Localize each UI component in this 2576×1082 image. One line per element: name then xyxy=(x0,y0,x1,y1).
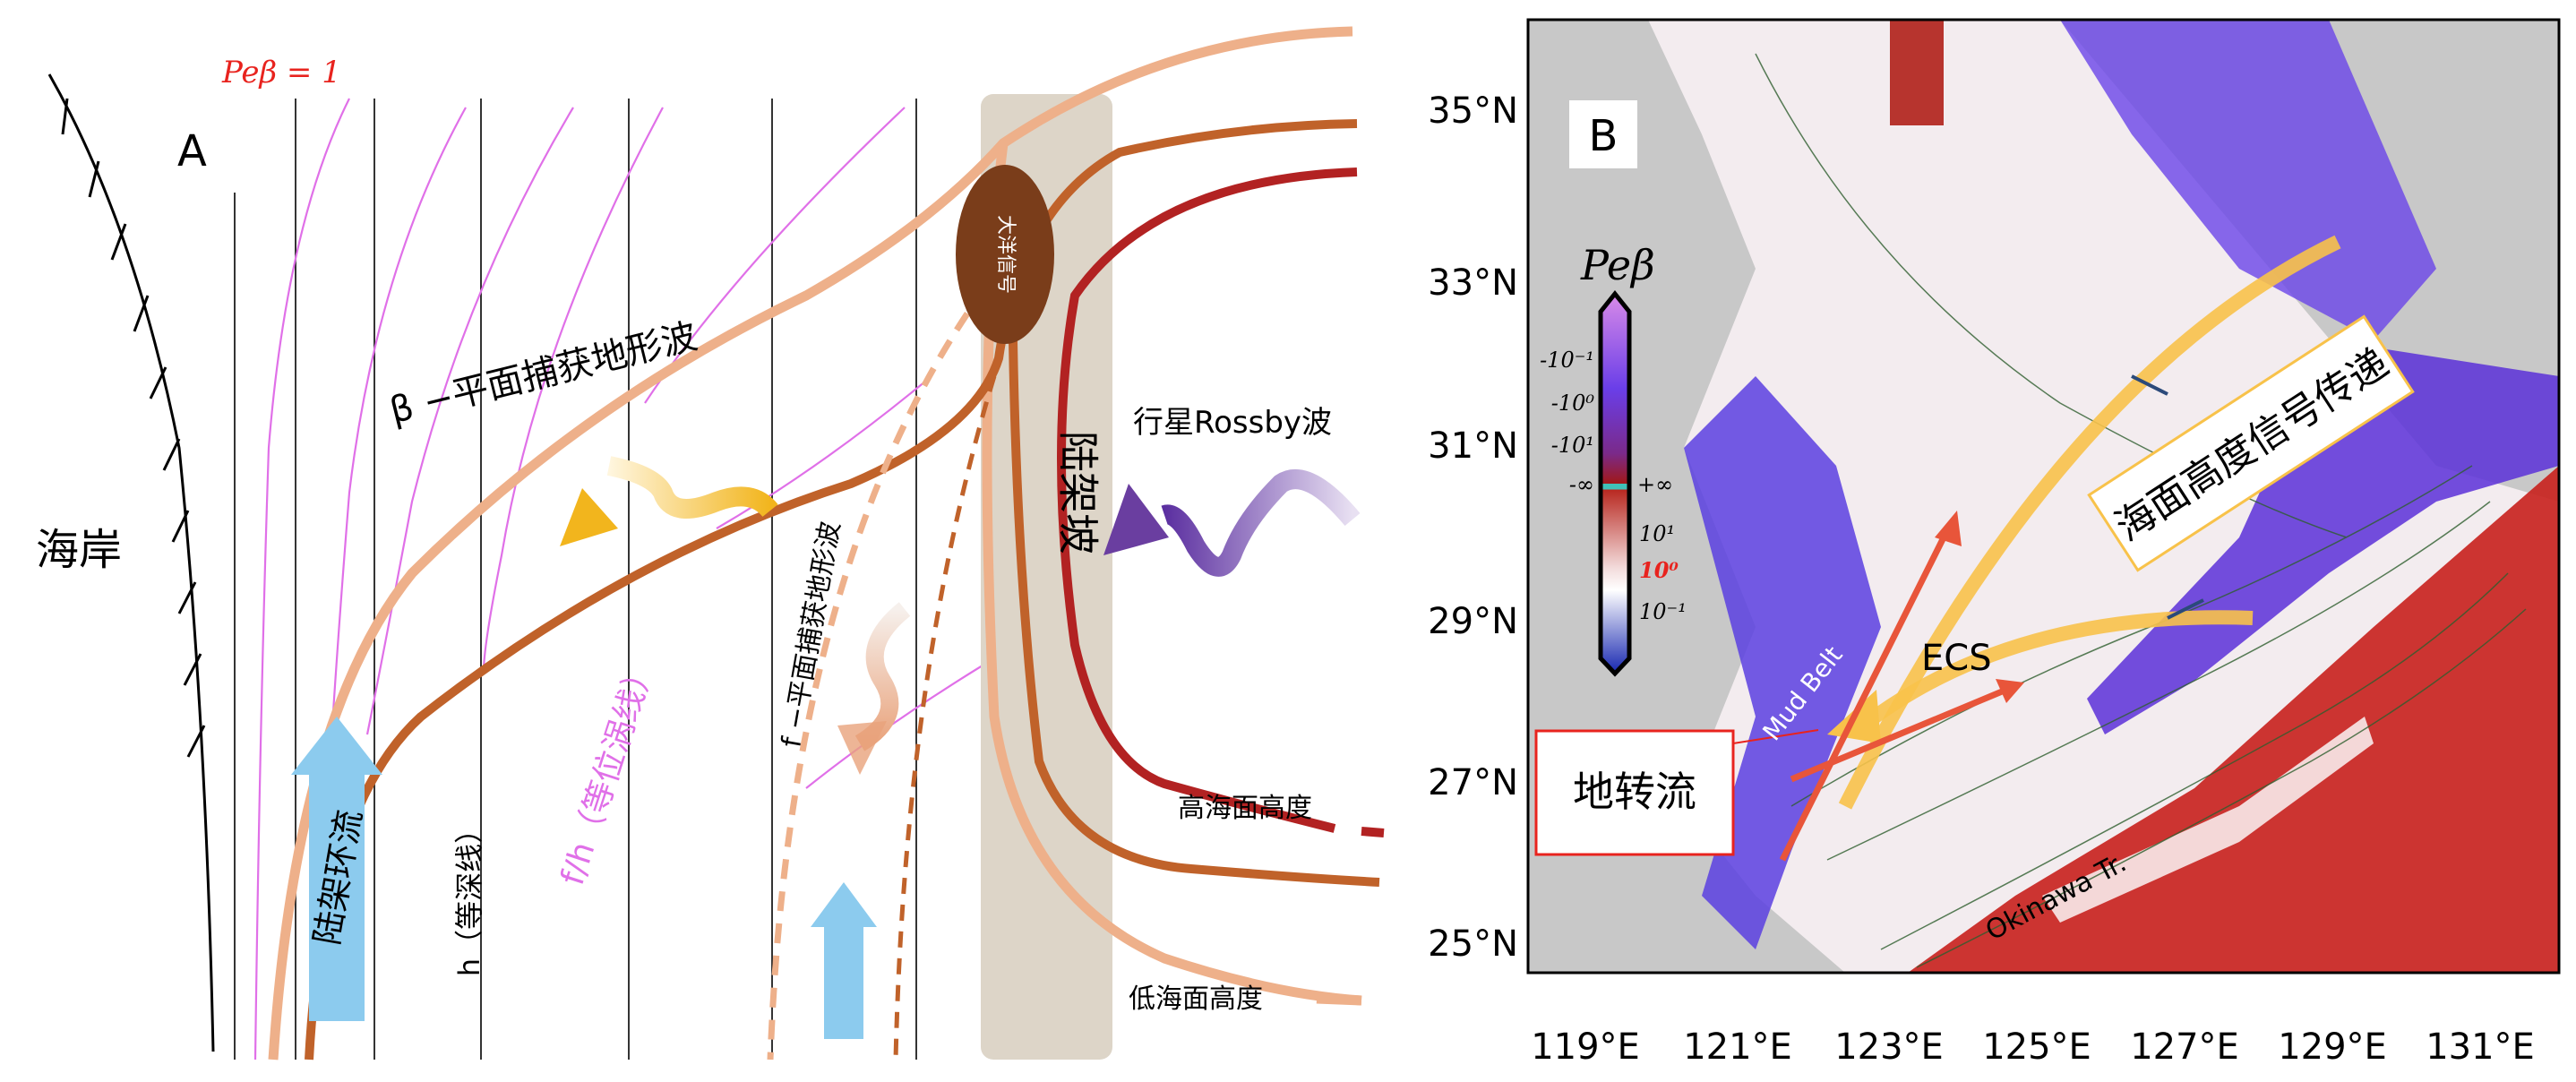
depth-label: h（等深线） xyxy=(452,815,486,976)
colorbar: Peβ -10⁻¹ -10⁰ -10¹ -∞ +∞ 10¹ 10⁰ 10⁻¹ xyxy=(1540,241,1687,677)
upwelling-arrow xyxy=(811,882,877,1039)
panel-b-label-box xyxy=(1569,100,1637,168)
mid-ssh-curve-lower xyxy=(1008,232,1380,887)
lat-label: 25°N xyxy=(1428,923,1518,965)
coast-hatches xyxy=(61,98,206,758)
f-plane-dashed-light xyxy=(767,312,970,1061)
panel-a: 大洋信号 Peβ = 1 A 海岸 陆架坡 行星Rossby波 β −平面捕获地… xyxy=(36,26,1385,1061)
cb-right-tick-1: +∞ xyxy=(1637,472,1673,497)
rossby-arrowhead xyxy=(1103,484,1169,555)
geo-arrowhead-1 xyxy=(1935,511,1962,546)
cb-right-tick-4: 10⁻¹ xyxy=(1639,599,1687,624)
contours xyxy=(1755,53,2527,968)
shelf-current-arrow xyxy=(291,717,382,1021)
ocean-signal-ellipse xyxy=(956,165,1054,344)
blue-pointer-1 xyxy=(2131,374,2168,396)
peb-label: Peβ = 1 xyxy=(221,55,341,90)
lon-label: 123°E xyxy=(1834,1026,1944,1068)
high-ssh-legend xyxy=(1361,827,1385,837)
cb-right-tick-3: 10⁰ xyxy=(1639,557,1679,583)
coastline xyxy=(47,73,215,1052)
negative-north xyxy=(2060,20,2436,340)
lat-label: 35°N xyxy=(1428,90,1518,132)
ecs-label: ECS xyxy=(1921,638,1992,679)
panel-a-label: A xyxy=(177,126,207,176)
ocean-signal-label: 大洋信号 xyxy=(994,215,1017,294)
lat-label: 33°N xyxy=(1428,262,1518,304)
negative-slope xyxy=(2087,340,2559,734)
positive-north xyxy=(1890,20,1944,125)
cb-left-tick-3: -10¹ xyxy=(1551,433,1594,458)
rossby-wave-arrow xyxy=(1161,469,1361,577)
high-ssh-curve xyxy=(1057,167,1358,833)
lon-label: 129°E xyxy=(2278,1026,2387,1068)
slope-label: 陆架坡 xyxy=(1054,431,1103,554)
lon-label: 119°E xyxy=(1531,1026,1640,1068)
blue-pointer-2 xyxy=(2167,598,2204,620)
pv-label: f/h（等位涡线） xyxy=(554,654,662,889)
panel-b-label: B xyxy=(1589,111,1619,161)
high-ssh-label: 高海面高度 xyxy=(1178,793,1312,824)
lat-label: 27°N xyxy=(1428,762,1518,803)
lon-label: 121°E xyxy=(1683,1026,1792,1068)
lat-label: 29°N xyxy=(1428,601,1518,642)
lon-axis: 119°E 121°E 123°E 125°E 127°E 129°E 131°… xyxy=(1531,1026,2535,1068)
map-frame xyxy=(1526,18,2561,975)
cb-left-tick-4: -∞ xyxy=(1569,472,1594,497)
low-ssh-legend xyxy=(1316,993,1362,1006)
geostrophic-box: 地转流 xyxy=(1534,729,1735,856)
trough-white xyxy=(2042,717,2374,923)
lon-label: 127°E xyxy=(2130,1026,2239,1068)
lat-axis: 35°N 33°N 31°N 29°N 27°N 25°N xyxy=(1428,90,1518,965)
positive-kuroshio xyxy=(1908,466,2559,973)
colorbar-title: Peβ xyxy=(1580,241,1655,289)
low-ssh-label: 低海面高度 xyxy=(1129,983,1263,1015)
beta-wave-label: β −平面捕获地形波 xyxy=(386,316,701,433)
ssh-signal-arrow-south xyxy=(1859,610,2254,732)
lon-label: 131°E xyxy=(2426,1026,2535,1068)
lat-label: 31°N xyxy=(1428,425,1518,467)
pv-contours xyxy=(253,98,1018,1061)
geostrophic-label: 地转流 xyxy=(1573,768,1696,816)
lon-label: 125°E xyxy=(1982,1026,2091,1068)
panel-b-map: B ECS Mud Belt Okinawa Tr. 地转流 海面高度信号传递 … xyxy=(1428,18,2561,1068)
cb-left-tick-1: -10⁻¹ xyxy=(1540,348,1594,373)
callout-line xyxy=(1732,729,1819,744)
geo-arrowhead-2 xyxy=(1996,679,2024,703)
cb-left-tick-2: -10⁰ xyxy=(1551,391,1595,416)
f-arrowhead xyxy=(837,721,887,775)
f-wave-label: f −平面捕获地形波 xyxy=(776,520,846,750)
beta-wave-arrow xyxy=(606,456,778,519)
beta-arrowhead xyxy=(560,488,618,546)
geostrophic-arrow-1 xyxy=(1779,527,1952,862)
rossby-label: 行星Rossby波 xyxy=(1133,405,1332,441)
cb-right-tick-2: 10¹ xyxy=(1639,521,1675,546)
coast-label: 海岸 xyxy=(36,525,122,575)
f-plane-dashed-dark xyxy=(893,375,997,1061)
geostrophic-arrow-2 xyxy=(1790,686,2008,783)
